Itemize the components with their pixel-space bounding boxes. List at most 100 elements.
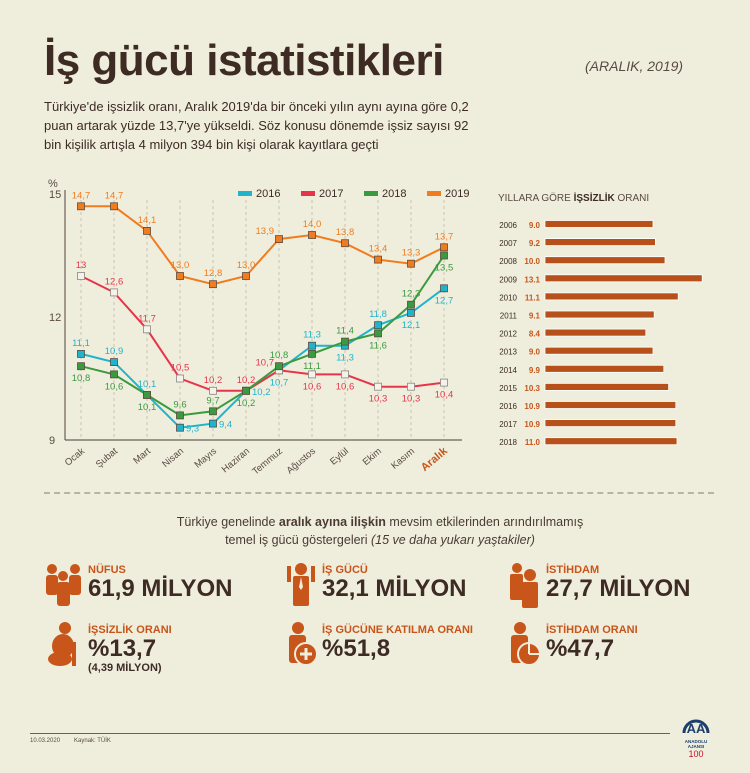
data-label-2019: 13,3: [402, 248, 421, 259]
x-tick-label: Ağustos: [285, 446, 319, 477]
data-point-2019: [440, 243, 448, 252]
charts-svg: % 9 12 15 Ocak Şubat Mart Nisan Mayıs HaziranTemm…: [48, 178, 703, 478]
data-point-2018: [308, 349, 316, 358]
legend-label: 2016: [256, 188, 280, 200]
logo-100: 100: [688, 749, 704, 759]
svg-text:AA: AA: [687, 721, 706, 734]
aa-logo-icon: AA: [682, 719, 710, 736]
bar-2014: [544, 364, 665, 373]
data-label-2016: 11,3: [336, 353, 354, 364]
data-point-2018: [242, 386, 250, 395]
legend-label: 2018: [382, 188, 406, 200]
data-label-2018: 11,1: [303, 361, 321, 372]
employees-icon: [510, 563, 538, 608]
data-label-2019: 13,9: [256, 226, 275, 237]
bar-title-post: ORANI: [614, 193, 650, 204]
data-point-2017: [407, 382, 415, 391]
bar-2009: [544, 274, 703, 283]
data-label-2018: 9,7: [206, 395, 219, 406]
data-point-2019: [341, 239, 349, 248]
data-point-2019: [209, 280, 217, 289]
bar-year-label: 2009: [499, 275, 517, 284]
stat-label: İSTİHDAM ORANI: [546, 624, 638, 636]
summary-pre: Türkiye genelinde: [176, 515, 279, 529]
bar-value-label: 11.1: [525, 293, 541, 302]
bar-2018: [544, 437, 678, 446]
data-point-2019: [407, 259, 415, 268]
bar-year-label: 2016: [499, 402, 517, 411]
stat-label: İŞSİZLİK ORANI: [88, 624, 172, 636]
worker-icon: [287, 563, 315, 606]
bar-value-label: 9.1: [529, 312, 541, 321]
data-label-2016: 9,4: [219, 420, 232, 431]
x-tick-label: Şubat: [94, 446, 120, 471]
person-pie-icon: [511, 622, 541, 666]
data-point-2018: [110, 370, 118, 379]
data-point-2016: [308, 341, 316, 350]
legend-label: 2017: [319, 188, 343, 200]
bar-title-pre: YILLARA GÖRE: [498, 193, 574, 204]
summary-line2: temel iş gücü göstergeleri: [225, 533, 371, 547]
y-tick-label: 9: [49, 435, 55, 447]
bar-year-label: 2017: [499, 420, 517, 429]
data-point-2018: [440, 251, 448, 260]
bar-year-label: 2014: [499, 366, 517, 375]
page-title: İş gücü istatistikleri: [44, 36, 444, 85]
stat-value: 27,7 MİLYON: [546, 575, 691, 602]
bar-2016: [544, 401, 677, 409]
people-group-icon: [46, 564, 81, 606]
intro-text: Türkiye'de işsizlik oranı, Aralık 2019'd…: [44, 99, 469, 152]
bar-value-label: 9.0: [529, 221, 541, 230]
anadolu-agency-logo: AA ANADOLU AJANSI 100: [676, 712, 716, 759]
bar-2015: [544, 382, 669, 391]
data-label-2017: 10,3: [402, 394, 421, 405]
data-point-2019: [176, 272, 184, 280]
bar-value-label: 8.4: [529, 330, 541, 339]
bar-title-bold: İŞSİZLİK: [573, 193, 615, 204]
bar-year-label: 2011: [500, 312, 518, 321]
x-tick-label: Nisan: [160, 446, 186, 470]
x-tick-label: Kasım: [389, 446, 417, 472]
divider: [44, 492, 714, 494]
person-plus-icon: [289, 622, 318, 666]
data-label-2016: 10,2: [252, 387, 271, 398]
bar-year-label: 2018: [499, 438, 517, 447]
data-label-2017: 10,4: [435, 390, 454, 401]
x-tick-label: Temmuz: [250, 446, 285, 478]
x-tick-label: Ekim: [361, 446, 384, 468]
stat-label: İŞ GÜCÜNE KATILMA ORANI: [322, 624, 473, 636]
data-point-2018: [275, 362, 283, 371]
data-point-2019: [308, 231, 316, 239]
stat-label: İSTİHDAM: [546, 564, 600, 576]
stat-value: %47,7: [546, 635, 615, 662]
data-point-2018: [143, 390, 151, 399]
series-line-2017: [80, 275, 445, 392]
legend-swatch: [364, 191, 378, 196]
data-label-2019: 13,0: [237, 260, 256, 271]
data-point-2016: [209, 419, 217, 428]
bar-value-label: 10.9: [524, 402, 540, 411]
data-label-2018: 11,6: [369, 340, 387, 351]
data-point-2017: [143, 325, 151, 334]
x-tick-label: Ocak: [63, 446, 87, 469]
data-label-2017: 10,6: [303, 381, 322, 392]
data-point-2018: [407, 300, 415, 309]
bar-value-label: 10.0: [524, 257, 540, 266]
bar-year-label: 2006: [499, 221, 517, 230]
data-label-2018: 10,8: [72, 373, 91, 384]
data-label-2019: 13,8: [336, 227, 355, 238]
bar-2013: [544, 346, 654, 355]
stat-value: 61,9 MİLYON: [88, 575, 233, 602]
data-point-2016: [110, 358, 118, 367]
footer-divider: [30, 733, 670, 734]
data-point-2019: [143, 226, 151, 235]
data-label-2016: 11,1: [72, 338, 90, 349]
stat-label: NÜFUS: [88, 564, 126, 576]
data-label-2018: 10,1: [138, 402, 157, 413]
data-point-2019: [275, 235, 283, 244]
data-point-2017: [341, 370, 349, 379]
x-tick-label: Haziran: [220, 446, 252, 475]
y-axis-unit: %: [48, 178, 58, 190]
series-line-2018: [80, 254, 445, 417]
bar-value-label: 11.0: [525, 438, 541, 447]
